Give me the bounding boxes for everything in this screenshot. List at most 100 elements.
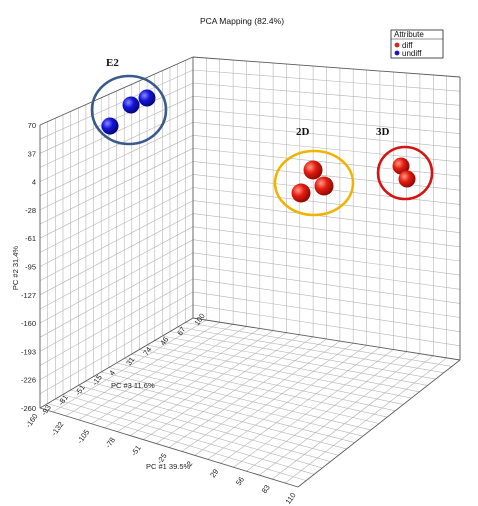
data-point xyxy=(138,89,156,107)
tick-label: -105 xyxy=(75,428,91,445)
e2-group-label: E2 xyxy=(106,57,119,69)
grid-line xyxy=(39,304,194,395)
frame-edges xyxy=(39,56,461,488)
grid-lines xyxy=(39,56,461,488)
grid-line xyxy=(207,345,367,460)
grid-line xyxy=(192,226,461,262)
grid-line xyxy=(220,347,381,464)
group-2d: 2D xyxy=(273,126,355,217)
grid-line xyxy=(39,200,194,281)
tick-label: -78 xyxy=(103,436,117,450)
tick-label: -193 xyxy=(21,347,36,356)
tick-label: 4 xyxy=(32,178,36,187)
grid-line xyxy=(192,187,461,219)
legend: Attribute diff undiff xyxy=(390,29,444,59)
tick-label: -61 xyxy=(25,234,36,243)
grid-line xyxy=(124,358,388,418)
tick-label: -127 xyxy=(21,291,36,300)
grid-line xyxy=(246,351,407,472)
grid-line xyxy=(192,278,461,318)
frame-edge xyxy=(39,407,299,488)
tick-label: 37 xyxy=(28,149,36,158)
grid-line xyxy=(39,239,194,324)
legend-box xyxy=(390,29,444,59)
frame-edge xyxy=(192,317,461,361)
grid-line xyxy=(233,349,394,468)
tick-label: -260 xyxy=(21,404,36,413)
tick-label: -28 xyxy=(25,206,36,215)
grid-line xyxy=(39,278,194,366)
tick-label: -51 xyxy=(129,444,143,458)
grid-line xyxy=(169,331,436,380)
grid-line xyxy=(39,187,194,267)
group-3d: 3D xyxy=(376,126,434,201)
group-e2: E2 xyxy=(90,57,168,146)
grid-line xyxy=(192,265,461,304)
legend-undiff-swatch xyxy=(394,50,400,56)
grid-line xyxy=(162,335,428,386)
frame-edge xyxy=(192,56,461,78)
tick-label: 74 xyxy=(141,345,153,357)
tick-label: -95 xyxy=(25,263,36,272)
tick-label: -160 xyxy=(21,319,36,328)
grid-line xyxy=(154,340,420,393)
data-point xyxy=(392,157,410,175)
grid-line xyxy=(147,344,412,399)
tick-label: 67 xyxy=(175,325,187,337)
tick-label: 2 xyxy=(185,459,195,468)
grid-line xyxy=(139,349,404,405)
data-point xyxy=(122,96,140,114)
tick-label: 83 xyxy=(260,483,272,495)
3d-cluster-ring xyxy=(376,145,434,201)
grid-line xyxy=(194,342,354,456)
tick-label: 31 xyxy=(124,355,136,367)
grid-line xyxy=(192,252,461,290)
data-point xyxy=(314,176,334,196)
grid-line xyxy=(131,353,396,412)
grid-line xyxy=(185,322,452,367)
tick-label: 29 xyxy=(208,467,220,479)
z-axis-label: PC #3 11.6% xyxy=(111,381,155,390)
tick-label: -51 xyxy=(73,383,87,397)
grid-line xyxy=(192,200,461,233)
x-axis-label: PC #1 39.5% xyxy=(146,462,191,471)
legend-diff-swatch xyxy=(394,42,400,48)
3d-group-label: 3D xyxy=(376,126,390,138)
grid-line xyxy=(39,252,194,338)
back-wall-grid xyxy=(192,58,461,358)
tick-label: 46 xyxy=(158,335,170,347)
tick-label: -132 xyxy=(49,420,65,437)
tick-label: 4 xyxy=(107,369,117,378)
grid-line xyxy=(192,239,461,276)
tick-label: 100 xyxy=(192,312,207,327)
data-point xyxy=(303,160,323,180)
tick-label: 70 xyxy=(28,121,36,130)
tick-label: -160 xyxy=(24,412,40,429)
tick-label: 56 xyxy=(234,475,246,487)
data-point xyxy=(101,117,119,135)
y-axis-label: PC #2 31.4% xyxy=(11,246,20,291)
tick-label: -226 xyxy=(21,376,36,385)
2d-cluster-ring xyxy=(273,149,355,217)
grid-line xyxy=(39,226,194,310)
grid-line xyxy=(192,213,461,248)
grid-line xyxy=(259,353,421,476)
chart-title: PCA Mapping (82.4%) xyxy=(200,16,284,26)
grid-line xyxy=(284,357,447,484)
tick-label: -93 xyxy=(39,403,53,417)
frame-edge xyxy=(297,359,461,488)
legend-undiff-label: undiff xyxy=(402,49,422,58)
2d-group-label: 2D xyxy=(296,126,310,138)
legend-title: Attribute xyxy=(394,30,424,39)
data-point xyxy=(398,170,416,188)
legend-diff-label: diff xyxy=(402,41,413,50)
frame-edge xyxy=(39,317,194,409)
frame-edge xyxy=(39,56,194,126)
grid-line xyxy=(181,340,341,452)
grid-line xyxy=(192,291,461,332)
grid-line xyxy=(272,355,434,480)
grid-line xyxy=(39,291,194,380)
grid-line xyxy=(116,362,380,424)
